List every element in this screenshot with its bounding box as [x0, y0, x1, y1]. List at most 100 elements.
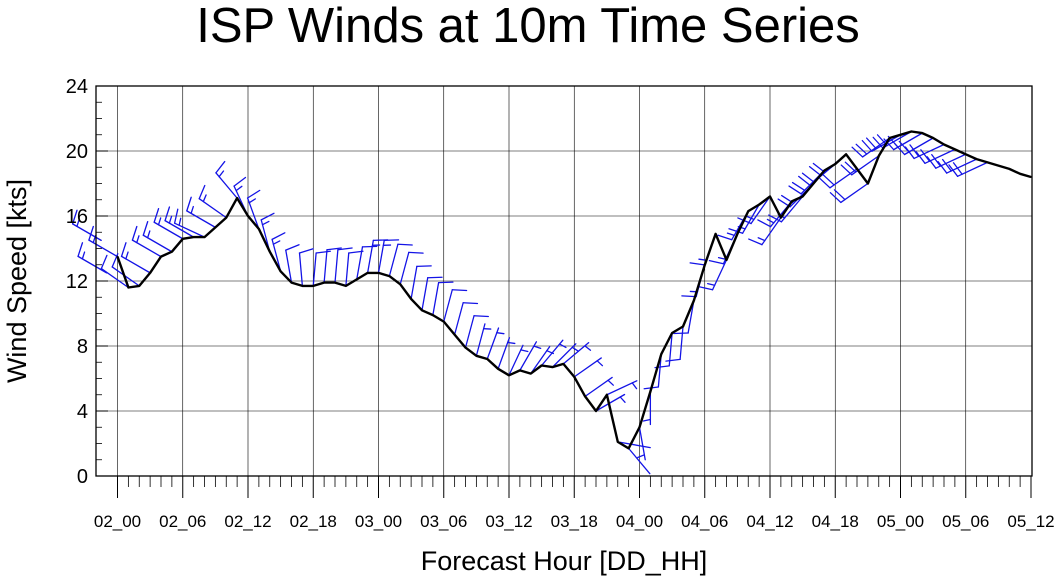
data-point — [529, 372, 532, 375]
wind-barb — [432, 281, 454, 316]
wind-barb — [464, 315, 489, 349]
data-point — [953, 148, 956, 151]
data-point — [399, 283, 402, 286]
data-point — [725, 258, 728, 261]
wind-barb-half-feather — [726, 232, 735, 237]
wind-barb — [285, 244, 300, 284]
wind-barb — [388, 243, 413, 277]
wind-barb — [399, 251, 424, 285]
wind-barb-staff — [356, 246, 364, 281]
wind-barb-staff — [443, 289, 453, 323]
wind-barb-staff — [285, 249, 293, 284]
data-point — [1019, 172, 1022, 175]
data-point — [497, 367, 500, 370]
data-point — [986, 161, 989, 164]
wind-barb-feather — [361, 245, 378, 248]
wind-barb-feather — [833, 189, 846, 201]
wind-barb-staff — [100, 267, 130, 289]
wind-barb-feather — [788, 185, 802, 195]
wind-barb-staff — [421, 277, 429, 311]
wind-barb-half-feather — [757, 237, 766, 242]
wind-barb — [120, 242, 151, 274]
data-point — [431, 314, 434, 317]
wind-barb-feather — [315, 250, 331, 254]
wind-barb — [681, 264, 706, 298]
wind-barb-feather — [111, 253, 119, 268]
wind-barb — [530, 345, 555, 375]
data-point — [692, 299, 695, 302]
x-tick-label: 02_06 — [159, 512, 206, 531]
wind-barb-half-feather — [637, 454, 646, 459]
data-point — [910, 130, 913, 133]
data-point — [562, 362, 565, 365]
wind-barb — [689, 233, 717, 266]
data-point — [127, 286, 130, 289]
wind-barb-feather — [71, 209, 78, 225]
data-point — [888, 137, 891, 139]
wind-barb-feather — [164, 206, 171, 222]
data-point — [236, 197, 239, 200]
wind-barb-half-feather — [92, 235, 97, 244]
wind-barb — [377, 239, 400, 274]
wind-barb-feather — [818, 177, 831, 189]
wind-barb — [312, 250, 331, 287]
data-point — [257, 228, 260, 230]
wind-barb-feather — [844, 161, 857, 173]
wind-barb-feather — [131, 225, 138, 241]
data-point — [475, 354, 478, 357]
wind-barb-feather — [952, 162, 963, 175]
wind-barb-feather — [768, 214, 783, 223]
data-point — [779, 216, 782, 219]
data-point — [649, 390, 652, 393]
x-tick-label: 04_06 — [681, 512, 728, 531]
wind-barb — [497, 337, 516, 370]
data-point — [627, 447, 630, 450]
data-point — [290, 281, 293, 284]
wind-barb-feather — [822, 174, 835, 186]
wind-barb-half-feather — [136, 235, 140, 244]
wind-barb-half-feather — [707, 283, 716, 286]
wind-barb — [840, 155, 880, 176]
wind-barb-half-feather — [76, 218, 80, 228]
wind-barb-half-feather — [766, 218, 775, 224]
data-point — [823, 169, 826, 172]
wind-barb-feather — [681, 295, 697, 298]
y-tick-label: 4 — [77, 401, 88, 423]
wind-barb-feather — [173, 208, 179, 224]
wind-barb — [904, 143, 945, 160]
wind-barb — [421, 276, 443, 311]
wind-barb-half-feather — [125, 251, 129, 260]
data-point — [605, 393, 608, 396]
wind-barb — [551, 343, 579, 368]
wind-barb-half-feather — [202, 194, 207, 203]
wind-barb-feather — [915, 151, 926, 164]
wind-barb-feather — [866, 137, 877, 150]
x-axis-label: Forecast Hour [DD_HH] — [421, 546, 708, 576]
wind-barb — [475, 323, 492, 357]
data-point — [138, 284, 141, 287]
data-point — [1008, 167, 1011, 170]
wind-barb-staff — [627, 447, 651, 475]
wind-barb-half-feather — [631, 382, 638, 390]
wind-barb-feather — [708, 259, 725, 265]
x-tick-label: 02_18 — [290, 512, 337, 531]
wind-barb — [748, 216, 782, 246]
wind-barb — [198, 184, 227, 219]
x-tick-label: 03_06 — [420, 512, 467, 531]
wind-barb-feather — [948, 164, 959, 177]
chart-title: ISP Winds at 10m Time Series — [196, 0, 860, 53]
wind-barb-feather — [931, 154, 942, 167]
wind-barb-feather — [920, 149, 931, 162]
wind-barb-half-feather — [520, 349, 529, 353]
data-point — [149, 271, 152, 274]
data-point — [932, 137, 935, 139]
wind-barb-half-feather — [642, 418, 652, 422]
wind-barb — [595, 393, 626, 412]
data-point — [442, 320, 445, 323]
x-tick-label: 03_12 — [485, 512, 532, 531]
x-tick-label: 04_12 — [746, 512, 793, 531]
wind-barb — [100, 254, 130, 289]
wind-barb-feather — [937, 161, 948, 174]
data-point — [551, 366, 554, 369]
wind-barb — [345, 250, 364, 287]
